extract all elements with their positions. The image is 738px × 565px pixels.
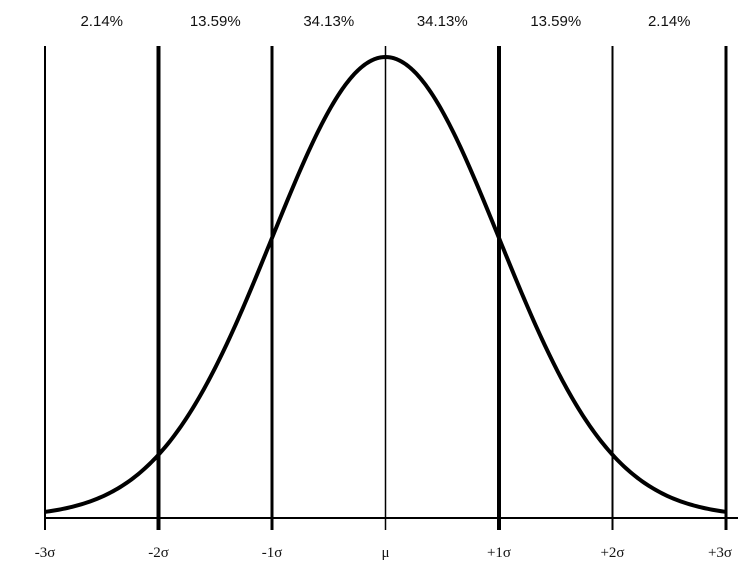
x-tick-label: +2σ bbox=[600, 545, 624, 561]
x-tick-label: μ bbox=[381, 545, 389, 561]
x-tick-label: +1σ bbox=[487, 545, 511, 561]
band-percentage-label: 2.14% bbox=[648, 13, 691, 30]
x-tick-label: -1σ bbox=[262, 545, 283, 561]
x-tick-label: +3σ bbox=[708, 545, 732, 561]
band-percentage-label: 34.13% bbox=[303, 13, 354, 30]
bell-curve bbox=[44, 55, 727, 514]
band-percentage-labels: 2.14% 13.59% 34.13% 34.13% 13.59% 2.14% bbox=[80, 13, 690, 30]
band-percentage-label: 34.13% bbox=[417, 13, 468, 30]
band-percentage-label: 13.59% bbox=[530, 13, 581, 30]
band-percentage-label: 13.59% bbox=[190, 13, 241, 30]
x-axis-tick-labels: -3σ -2σ -1σ μ +1σ +2σ +3σ bbox=[35, 545, 732, 561]
x-tick-label: -2σ bbox=[148, 545, 169, 561]
x-tick-label: -3σ bbox=[35, 545, 56, 561]
sigma-divider-lines bbox=[44, 46, 728, 530]
band-percentage-label: 2.14% bbox=[80, 13, 123, 30]
